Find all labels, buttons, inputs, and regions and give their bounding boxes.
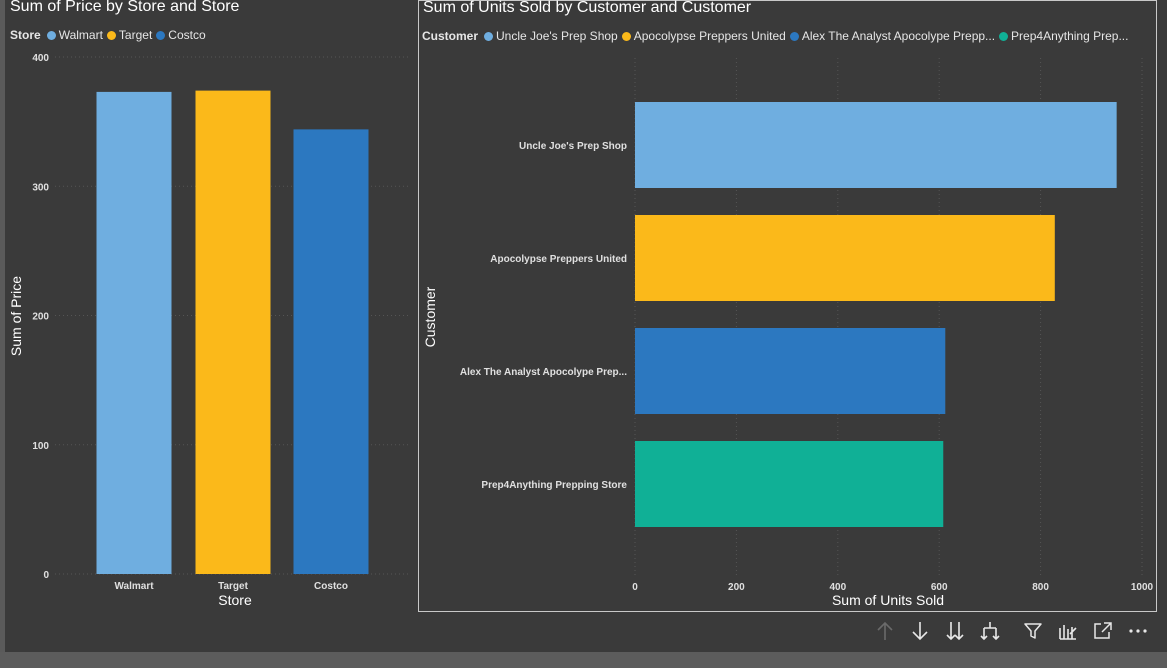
legend-dot (484, 31, 494, 41)
spotlight-button[interactable] (1055, 618, 1081, 644)
expand-next-level-button[interactable] (977, 618, 1003, 644)
price-by-store-visual[interactable]: Sum of Price by Store and Store Store Wa… (5, 0, 413, 612)
legend-label: Prep4Anything Prep... (1011, 29, 1129, 43)
units-by-customer-visual[interactable]: Sum of Units Sold by Customer and Custom… (418, 0, 1157, 612)
legend-dot (46, 30, 56, 40)
visual-toolbar (872, 618, 1160, 644)
expand-hierarchy-icon (980, 622, 1000, 641)
legend-dot (789, 31, 799, 41)
more-options-icon (1129, 629, 1147, 633)
legend-item-alex-the-analyst[interactable]: Alex The Analyst Apocolype Prepp... (789, 29, 996, 43)
bar-customer-3 (635, 328, 946, 414)
legend-label: Apocolypse Preppers United (633, 29, 786, 43)
price-bar-chart: 0 100 200 300 400 Walmart Target Costco Store Sum… (8, 53, 408, 608)
x-tick-label: 200 (728, 582, 745, 593)
y-tick-label: 400 (32, 53, 49, 64)
legend-item-uncle-joes[interactable]: Uncle Joe's Prep Shop (484, 29, 618, 43)
filter-icon (1024, 623, 1042, 639)
spotlight-icon (1059, 625, 1077, 640)
legend-title: Store (10, 28, 41, 42)
arrow-down-icon (912, 622, 928, 641)
x-tick-label: Target (218, 581, 248, 592)
drill-up-button[interactable] (872, 618, 898, 644)
legend-item-prep4anything[interactable]: Prep4Anything Prep... (999, 29, 1128, 43)
legend-dot (106, 30, 116, 40)
y-tick-label: Alex The Analyst Apocolype Prep... (460, 367, 627, 378)
chart-title: Sum of Price by Store and Store (10, 0, 240, 15)
bar-customer-2 (635, 215, 1055, 301)
focus-mode-icon (1094, 622, 1112, 639)
legend-item-costco[interactable]: Costco (156, 28, 206, 42)
y-tick-label: Uncle Joe's Prep Shop (519, 141, 627, 152)
y-tick-label: 100 (32, 441, 49, 452)
y-axis-title: Sum of Price (8, 276, 24, 356)
y-tick-label: Prep4Anything Prepping Store (481, 480, 627, 491)
left-edge-strip (0, 0, 5, 668)
page-bottom-bar (0, 652, 1167, 668)
legend-item-walmart[interactable]: Walmart (46, 28, 103, 42)
x-tick-label: 400 (829, 582, 846, 593)
legend-label: Uncle Joe's Prep Shop (496, 29, 618, 43)
legend-dot (156, 30, 166, 40)
legend-item-target[interactable]: Target (106, 28, 153, 42)
bar-customer-4 (635, 441, 944, 527)
more-options-button[interactable] (1125, 618, 1151, 644)
y-axis-title: Customer (422, 286, 438, 347)
legend-label: Walmart (58, 28, 103, 42)
y-tick-label: Apocolypse Preppers United (490, 254, 627, 265)
legend-label: Alex The Analyst Apocolype Prepp... (801, 29, 996, 43)
chart-legend: Store Walmart Target Costco (10, 28, 210, 42)
bar-walmart (96, 91, 172, 575)
go-to-next-level-button[interactable] (942, 618, 968, 644)
units-bar-chart: 0 200 400 600 800 1000 Uncle Joe's Prep Shop Ap… (422, 58, 1154, 608)
x-axis-title: Store (218, 592, 252, 608)
x-tick-label: Walmart (114, 581, 154, 592)
focus-mode-button[interactable] (1090, 618, 1116, 644)
y-tick-label: 200 (32, 312, 49, 323)
legend-label: Target (118, 28, 153, 42)
y-tick-label: 300 (32, 182, 49, 193)
x-axis-title: Sum of Units Sold (832, 592, 944, 608)
bar-target (195, 90, 271, 574)
legend-dot (999, 31, 1009, 41)
x-tick-label: 600 (931, 582, 948, 593)
x-tick-label: 1000 (1131, 582, 1154, 593)
x-tick-label: 800 (1032, 582, 1049, 593)
legend-dot (621, 31, 631, 41)
legend-title: Customer (422, 29, 479, 43)
legend-label: Costco (168, 28, 206, 42)
drill-down-button[interactable] (907, 618, 933, 644)
chart-title: Sum of Units Sold by Customer and Custom… (423, 0, 752, 16)
bar-customer-1 (635, 102, 1117, 188)
x-tick-label: 0 (632, 582, 638, 593)
y-tick-label: 0 (43, 570, 49, 581)
filter-button[interactable] (1020, 618, 1046, 644)
arrow-up-icon (877, 621, 893, 640)
double-arrow-down-icon (946, 622, 964, 641)
legend-item-apocolypse-preppers[interactable]: Apocolypse Preppers United (621, 29, 786, 43)
bar-costco (293, 129, 369, 574)
x-tick-label: Costco (314, 581, 348, 592)
chart-legend: Customer Uncle Joe's Prep Shop Apocolyps… (422, 29, 1132, 43)
